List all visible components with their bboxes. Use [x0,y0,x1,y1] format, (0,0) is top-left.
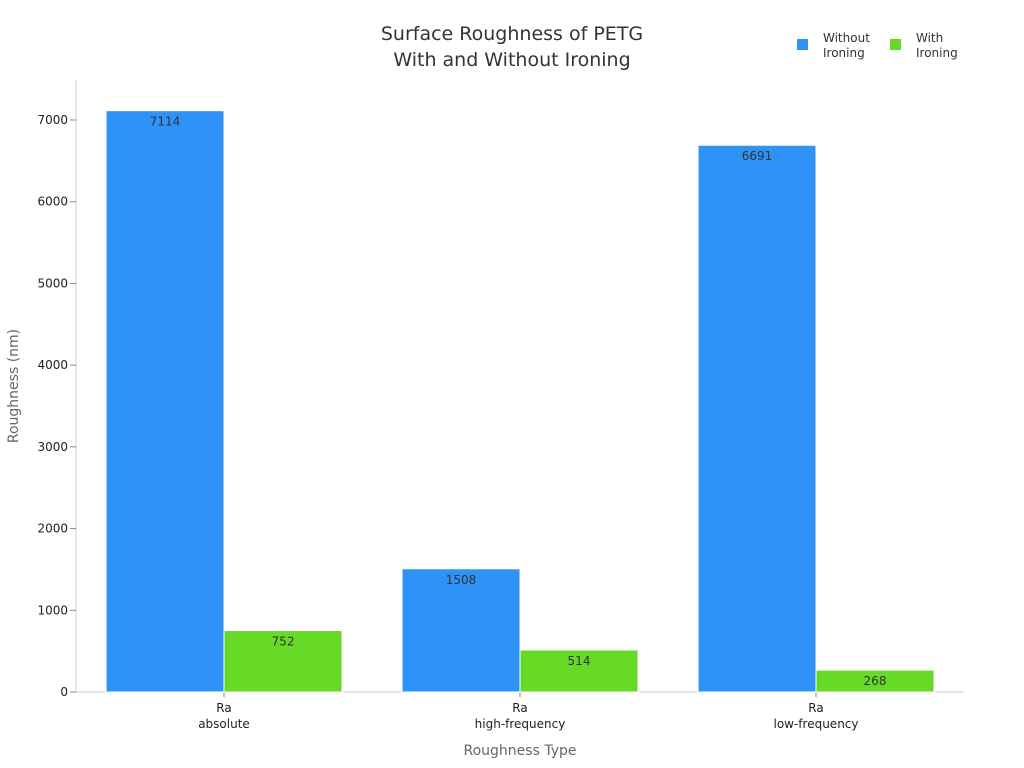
bar-without-ironing [105,110,225,693]
x-tick-label: Ra [512,701,527,715]
data-label: 514 [568,654,591,668]
y-tick-label: 4000 [37,358,68,372]
data-label: 7114 [150,115,181,129]
data-labels: 7114 752 1508 514 6691 268 [150,115,887,688]
legend-label: Ironing [823,46,865,60]
y-tick-label: 3000 [37,440,68,454]
bars [105,110,935,693]
bar-with-ironing [815,669,935,693]
data-label: 752 [272,635,295,649]
chart-title-line-1: Surface Roughness of PETG [381,23,643,45]
legend-swatch [797,39,808,50]
x-tick-label: absolute [198,717,250,731]
chart-title: Surface Roughness of PETG With and Witho… [381,23,643,71]
x-axis: Ra absolute Ra high-frequency Ra low-frequenc… [76,691,964,731]
x-tick-label: high-frequency [475,717,566,731]
legend-label: Ironing [916,46,958,60]
y-tick-label: 5000 [37,276,68,290]
x-tick-label: low-frequency [773,717,858,731]
chart-title-line-2: With and Without Ironing [393,49,630,71]
y-tick-label: 2000 [37,522,68,536]
bar-without-ironing [401,568,521,693]
legend-swatch [890,39,901,50]
y-tick-label: 1000 [37,603,68,617]
data-label: 1508 [446,573,477,587]
y-tick-label: 6000 [37,195,68,209]
data-label: 268 [864,674,887,688]
y-tick-label: 0 [60,685,68,699]
x-tick-label: Ra [216,701,231,715]
x-tick-label: Ra [808,701,823,715]
x-axis-title: Roughness Type [464,743,577,759]
data-label: 6691 [742,149,773,163]
legend-label: With [916,31,943,45]
bar-with-ironing [519,649,639,693]
bar-with-ironing [223,630,343,693]
bar-without-ironing [697,144,817,693]
legend-label: Without [823,31,870,45]
y-axis-title: Roughness (nm) [6,329,22,443]
y-axis: 0 1000 2000 3000 4000 5000 6000 7000 [37,80,77,699]
y-tick-label: 7000 [37,113,68,127]
